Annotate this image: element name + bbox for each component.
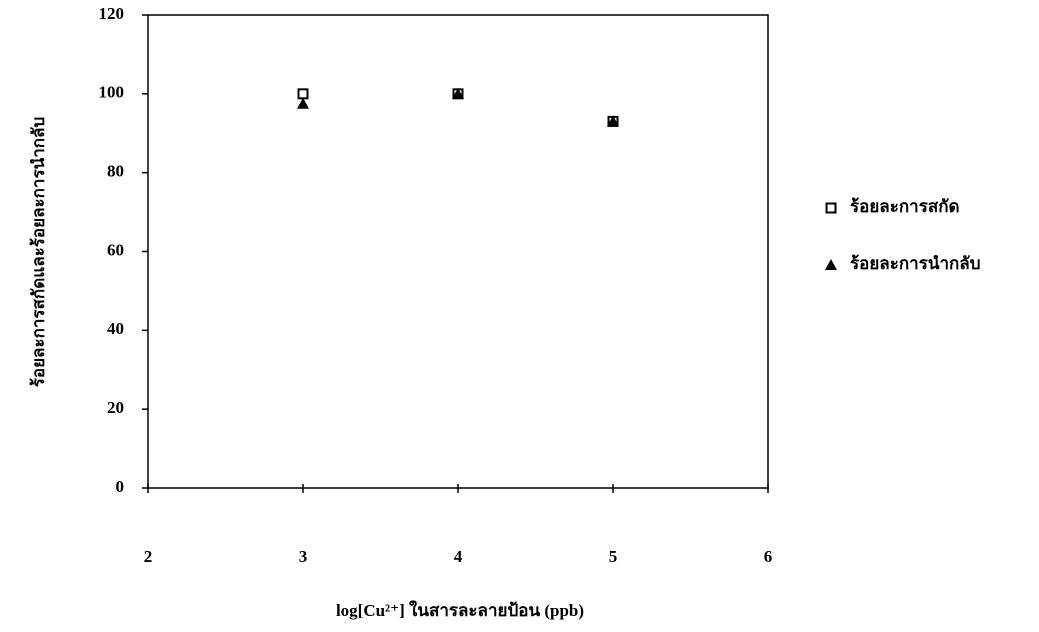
legend-marker [825,259,837,270]
x-tick-label: 6 [764,547,773,566]
legend-marker [825,202,837,214]
x-tick-label: 3 [299,547,308,566]
point [297,88,309,100]
y-tick-label: 100 [99,83,125,102]
point [297,97,309,109]
y-tick-label: 0 [116,477,125,496]
x-axis-title: log[Cu²⁺] ในสารละลายป้อน (ppb) [336,600,584,620]
point [607,115,619,127]
y-tick-label: 20 [107,398,124,417]
x-tick-label: 4 [454,547,463,566]
legend-label: ร้อยละการนำกลับ [850,254,981,273]
point [452,87,464,99]
x-tick-label: 5 [609,547,618,566]
legend-label: ร้อยละการสกัด [850,197,960,216]
y-tick-label: 120 [99,4,125,23]
y-tick-label: 80 [107,162,124,181]
plot-frame [147,14,769,489]
x-tick-label: 2 [144,547,153,566]
y-tick-label: 60 [107,240,124,259]
y-tick-label: 40 [107,319,124,338]
y-axis-title: ร้อยละการสกัดและร้อยละการนำกลับ [29,117,48,388]
